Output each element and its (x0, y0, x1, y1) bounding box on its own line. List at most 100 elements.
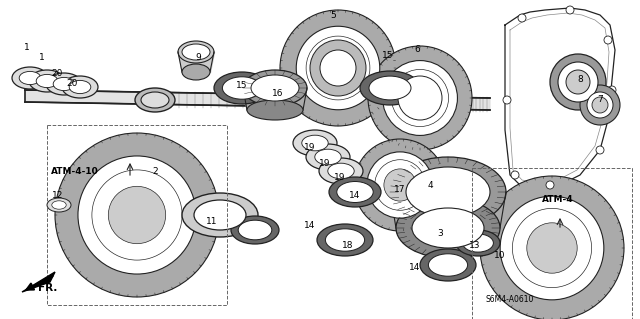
Text: 19: 19 (319, 159, 331, 167)
Ellipse shape (302, 135, 328, 151)
Ellipse shape (511, 171, 519, 179)
Text: 12: 12 (52, 190, 64, 199)
Ellipse shape (500, 196, 604, 300)
Ellipse shape (320, 50, 356, 86)
Ellipse shape (604, 36, 612, 44)
Text: 15: 15 (236, 80, 248, 90)
Ellipse shape (296, 26, 380, 110)
Ellipse shape (178, 41, 214, 63)
Text: 14: 14 (304, 220, 316, 229)
Text: 16: 16 (272, 88, 284, 98)
Text: 8: 8 (577, 76, 583, 85)
Ellipse shape (46, 73, 82, 95)
Ellipse shape (78, 156, 196, 274)
Ellipse shape (360, 71, 420, 105)
Ellipse shape (325, 229, 365, 251)
Polygon shape (243, 88, 307, 110)
Ellipse shape (19, 71, 41, 85)
Ellipse shape (580, 85, 620, 125)
Ellipse shape (480, 176, 624, 319)
Ellipse shape (527, 223, 577, 273)
Ellipse shape (53, 78, 75, 91)
Ellipse shape (550, 54, 606, 110)
Ellipse shape (280, 10, 396, 126)
Text: 19: 19 (334, 173, 346, 182)
Ellipse shape (429, 215, 481, 245)
Text: 9: 9 (195, 53, 201, 62)
Text: 15: 15 (382, 50, 394, 60)
Text: 17: 17 (394, 186, 406, 195)
Ellipse shape (29, 70, 65, 92)
Ellipse shape (354, 139, 446, 231)
Ellipse shape (384, 169, 416, 201)
Ellipse shape (251, 75, 299, 101)
Ellipse shape (390, 157, 506, 227)
Ellipse shape (412, 208, 484, 248)
Ellipse shape (503, 96, 511, 104)
Ellipse shape (337, 182, 373, 203)
Text: 19: 19 (304, 144, 316, 152)
Ellipse shape (437, 219, 473, 241)
Ellipse shape (406, 167, 490, 217)
Ellipse shape (402, 80, 438, 116)
Ellipse shape (398, 76, 442, 120)
Text: 13: 13 (469, 241, 481, 249)
Ellipse shape (69, 80, 91, 93)
Ellipse shape (596, 146, 604, 154)
Ellipse shape (306, 144, 350, 170)
Text: 7: 7 (597, 95, 603, 105)
Text: 1: 1 (39, 54, 45, 63)
Ellipse shape (141, 92, 169, 108)
Text: FR.: FR. (38, 283, 58, 293)
Ellipse shape (566, 70, 590, 94)
Ellipse shape (231, 216, 279, 244)
Ellipse shape (329, 177, 381, 207)
Text: 14: 14 (349, 191, 361, 201)
Ellipse shape (214, 72, 270, 104)
Ellipse shape (463, 234, 493, 252)
Text: 20: 20 (51, 69, 63, 78)
Text: 10: 10 (494, 250, 506, 259)
Text: 14: 14 (410, 263, 420, 272)
Ellipse shape (293, 130, 337, 156)
Ellipse shape (223, 77, 262, 99)
Ellipse shape (369, 76, 411, 100)
Polygon shape (25, 90, 490, 110)
Text: 4: 4 (427, 181, 433, 189)
Ellipse shape (367, 152, 433, 218)
Ellipse shape (52, 201, 66, 209)
Ellipse shape (135, 88, 175, 112)
Polygon shape (390, 192, 506, 228)
Ellipse shape (194, 200, 246, 230)
Text: 3: 3 (437, 228, 443, 238)
Text: 18: 18 (342, 241, 354, 249)
Ellipse shape (592, 97, 608, 113)
Ellipse shape (456, 230, 500, 256)
Ellipse shape (368, 46, 472, 150)
Text: 11: 11 (206, 218, 218, 226)
Text: 5: 5 (330, 11, 336, 19)
Ellipse shape (55, 133, 219, 297)
Text: 1: 1 (24, 43, 30, 53)
Ellipse shape (319, 158, 363, 184)
Text: ATM-4: ATM-4 (542, 196, 574, 204)
Ellipse shape (182, 64, 210, 80)
Text: ATM-4-10: ATM-4-10 (51, 167, 99, 176)
Ellipse shape (238, 220, 272, 240)
Polygon shape (22, 272, 55, 292)
Ellipse shape (317, 224, 373, 256)
Ellipse shape (315, 149, 341, 165)
Ellipse shape (428, 254, 468, 276)
Ellipse shape (608, 86, 616, 94)
Ellipse shape (396, 198, 500, 258)
Ellipse shape (420, 249, 476, 281)
Ellipse shape (383, 61, 458, 136)
Ellipse shape (182, 193, 258, 237)
Ellipse shape (518, 14, 526, 22)
Text: 6: 6 (414, 46, 420, 55)
Ellipse shape (36, 74, 58, 88)
Ellipse shape (546, 181, 554, 189)
Ellipse shape (328, 163, 354, 179)
Text: 2: 2 (152, 167, 158, 176)
Text: S6M4-A0610: S6M4-A0610 (486, 295, 534, 305)
